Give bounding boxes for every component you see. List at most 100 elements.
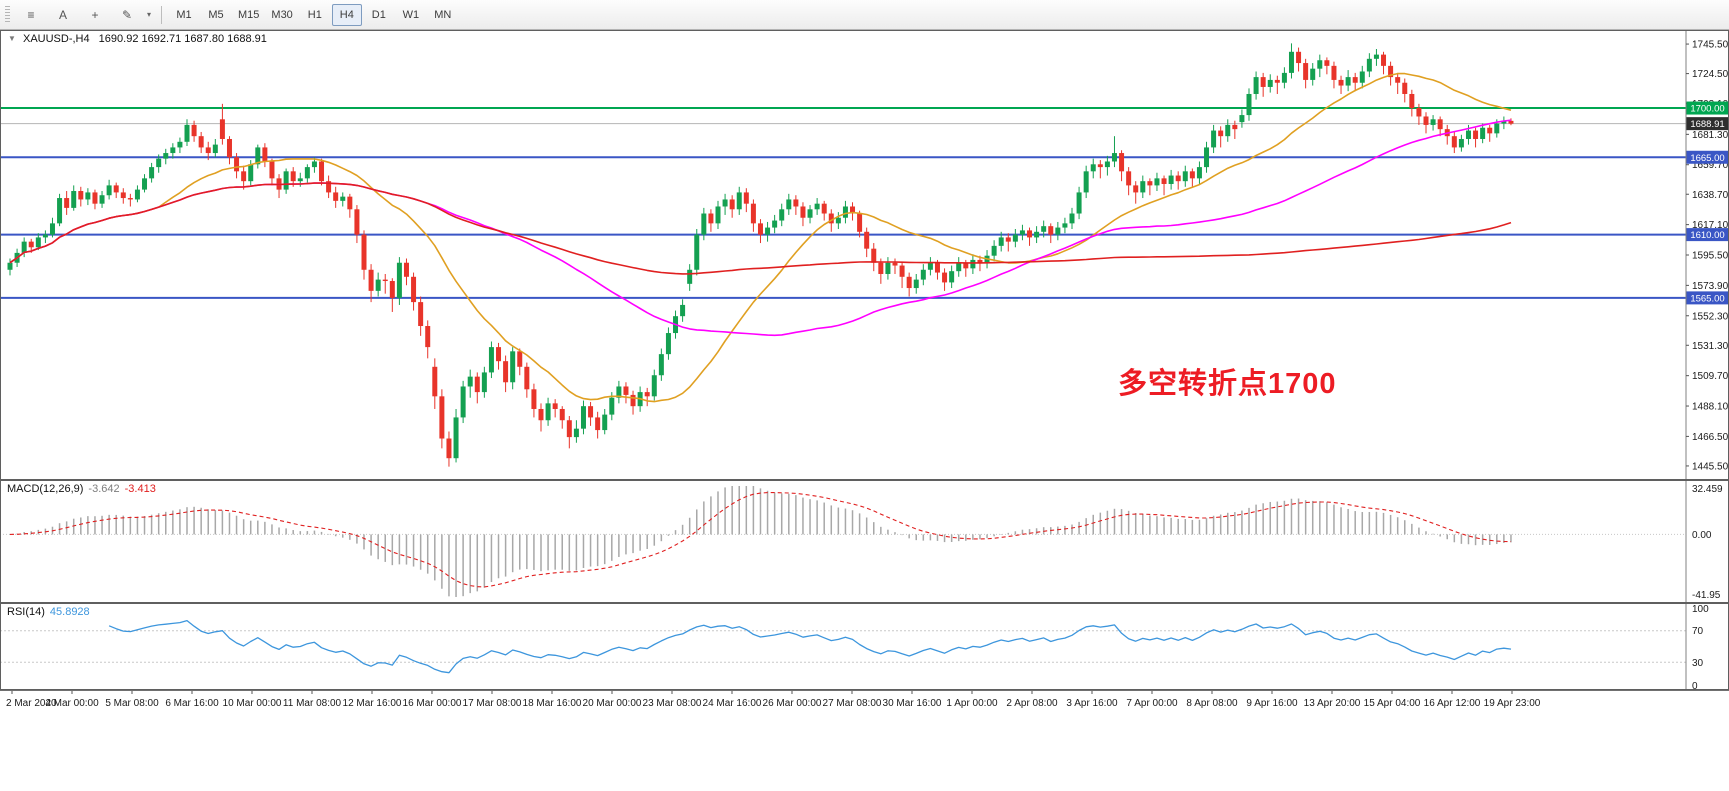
svg-text:15 Apr 04:00: 15 Apr 04:00 <box>1364 698 1421 709</box>
macd-main-value: -3.642 <box>88 483 120 495</box>
svg-text:32.459: 32.459 <box>1692 484 1723 495</box>
rsi-value: 45.8928 <box>49 606 90 618</box>
svg-text:3 Apr 16:00: 3 Apr 16:00 <box>1066 698 1118 709</box>
svg-text:1745.50: 1745.50 <box>1692 40 1729 51</box>
svg-text:23 Mar 08:00: 23 Mar 08:00 <box>643 698 702 709</box>
timeframe-button-h4[interactable]: H4 <box>331 3 362 26</box>
svg-text:0: 0 <box>1692 681 1698 690</box>
svg-text:5 Mar 08:00: 5 Mar 08:00 <box>105 698 159 709</box>
toolbar: ≡ A + ✎ ▾ M1 M5 M15 M30 H1 H4 D1 W1 MN <box>0 0 1729 30</box>
svg-text:1688.91: 1688.91 <box>1690 119 1724 130</box>
svg-text:1610.00: 1610.00 <box>1690 230 1724 241</box>
toolbar-grip[interactable] <box>5 5 10 24</box>
rsi-canvas[interactable]: 100 70 30 0 <box>0 603 1729 690</box>
macd-signal-line <box>9 492 1512 588</box>
caret-down-icon[interactable]: ▾ <box>146 10 151 19</box>
svg-text:7 Apr 00:00: 7 Apr 00:00 <box>1126 698 1178 709</box>
price-tag: 1565.00 <box>1686 291 1729 305</box>
timeframe-button-w1[interactable]: W1 <box>402 8 420 21</box>
svg-text:2 Apr 08:00: 2 Apr 08:00 <box>1006 698 1058 709</box>
macd-histogram <box>9 486 1512 597</box>
svg-text:2 Mar 2020: 2 Mar 2020 <box>6 698 57 709</box>
macd-signal-value: -3.413 <box>124 483 156 495</box>
price-tag: 1700.00 <box>1686 101 1729 115</box>
timeframe-button-m5[interactable]: M5 <box>208 8 224 21</box>
ohlc-values: 1690.92 1692.71 1687.80 1688.91 <box>98 33 267 45</box>
chart-header: ▼ XAUUSD-,H4 1690.92 1692.71 1687.80 168… <box>8 33 267 45</box>
svg-text:1552.30: 1552.30 <box>1692 311 1729 322</box>
macd-axis: 32.459 0.00 -41.95 <box>1692 484 1723 601</box>
svg-text:1488.10: 1488.10 <box>1692 402 1729 413</box>
svg-text:18 Mar 16:00: 18 Mar 16:00 <box>523 698 582 709</box>
chart-list-icon[interactable]: ≡ <box>27 7 35 22</box>
svg-text:0.00: 0.00 <box>1692 530 1712 541</box>
svg-text:1724.50: 1724.50 <box>1692 69 1729 80</box>
svg-text:27 Mar 08:00: 27 Mar 08:00 <box>823 698 882 709</box>
time-axis-panel: 2 Mar 2020 4 Mar 00:00 5 Mar 08:00 6 Mar 16… <box>0 690 1729 718</box>
svg-text:1700.00: 1700.00 <box>1690 104 1724 115</box>
annotation-text: 多空转折点1700 <box>1118 368 1337 400</box>
svg-text:-41.95: -41.95 <box>1692 590 1721 601</box>
rsi-panel: 100 70 30 0 RSI(14) 45.8928 <box>0 603 1729 690</box>
svg-text:20 Mar 00:00: 20 Mar 00:00 <box>583 698 642 709</box>
svg-text:13 Apr 20:00: 13 Apr 20:00 <box>1304 698 1361 709</box>
svg-text:8 Apr 08:00: 8 Apr 08:00 <box>1186 698 1238 709</box>
macd-canvas[interactable]: 32.459 0.00 -41.95 <box>0 480 1729 603</box>
svg-text:30 Mar 16:00: 30 Mar 16:00 <box>883 698 942 709</box>
svg-text:1638.70: 1638.70 <box>1692 190 1729 201</box>
svg-text:1531.30: 1531.30 <box>1692 341 1729 352</box>
auto-arrange-icon[interactable]: A <box>58 7 67 22</box>
brush-icon[interactable]: ✎ <box>121 7 133 22</box>
svg-text:16 Apr 12:00: 16 Apr 12:00 <box>1424 698 1481 709</box>
timeframe-button-mn[interactable]: MN <box>434 8 452 21</box>
price-tag: 1610.00 <box>1686 228 1729 242</box>
moving-average-lines <box>9 72 1512 403</box>
timeframe-button-m30[interactable]: M30 <box>271 8 293 21</box>
timeframe-button-m1[interactable]: M1 <box>176 8 192 21</box>
svg-text:70: 70 <box>1692 626 1704 637</box>
rsi-line <box>108 619 1512 674</box>
horizontal-lines[interactable] <box>0 107 1686 299</box>
svg-text:16 Mar 00:00: 16 Mar 00:00 <box>403 698 462 709</box>
timeframe-button-h1[interactable]: H1 <box>307 8 322 21</box>
toolbar-separator <box>161 5 162 24</box>
svg-text:17 Mar 08:00: 17 Mar 08:00 <box>463 698 522 709</box>
svg-text:30: 30 <box>1692 658 1704 669</box>
svg-text:4 Mar 00:00: 4 Mar 00:00 <box>45 698 99 709</box>
svg-text:11 Mar 08:00: 11 Mar 08:00 <box>283 698 342 709</box>
rsi-label: RSI(14) 45.8928 <box>7 606 95 618</box>
macd-label: MACD(12,26,9) -3.642 -3.413 <box>7 483 161 495</box>
rsi-name: RSI(14) <box>7 606 45 618</box>
timeframe-button-m15[interactable]: M15 <box>238 8 260 21</box>
svg-text:12 Mar 16:00: 12 Mar 16:00 <box>343 698 402 709</box>
svg-text:1659.70: 1659.70 <box>1692 160 1729 171</box>
symbol-timeframe-label: XAUUSD-,H4 <box>22 33 90 45</box>
svg-text:10 Mar 00:00: 10 Mar 00:00 <box>223 698 282 709</box>
svg-text:1665.00: 1665.00 <box>1690 153 1724 164</box>
svg-text:24 Mar 16:00: 24 Mar 16:00 <box>703 698 762 709</box>
macd-panel: 32.459 0.00 -41.95 MACD(12,26,9) -3.642 -3.4… <box>0 480 1729 603</box>
main-chart-panel: 1745.501724.501703.101681.301659.701638.… <box>0 30 1729 480</box>
svg-text:1595.50: 1595.50 <box>1692 251 1729 262</box>
svg-text:1445.50: 1445.50 <box>1692 461 1729 472</box>
price-tag: 1688.91 <box>1686 117 1729 131</box>
crosshair-icon[interactable]: + <box>91 7 99 22</box>
timeframe-button-d1[interactable]: D1 <box>371 8 386 21</box>
price-tag: 1665.00 <box>1686 150 1729 164</box>
svg-text:100: 100 <box>1692 604 1709 615</box>
macd-name: MACD(12,26,9) <box>7 483 84 495</box>
svg-text:1573.90: 1573.90 <box>1692 281 1729 292</box>
rsi-axis: 100 70 30 0 <box>1692 604 1709 690</box>
svg-text:6 Mar 16:00: 6 Mar 16:00 <box>165 698 219 709</box>
svg-text:1681.30: 1681.30 <box>1692 130 1729 141</box>
svg-text:1509.70: 1509.70 <box>1692 371 1729 382</box>
svg-text:1 Apr 00:00: 1 Apr 00:00 <box>946 698 998 709</box>
collapse-arrow-icon[interactable]: ▼ <box>8 34 16 43</box>
svg-text:9 Apr 16:00: 9 Apr 16:00 <box>1246 698 1298 709</box>
main-chart-canvas[interactable]: 1745.501724.501703.101681.301659.701638.… <box>0 30 1729 480</box>
svg-text:1617.10: 1617.10 <box>1692 220 1729 231</box>
svg-text:26 Mar 00:00: 26 Mar 00:00 <box>763 698 822 709</box>
